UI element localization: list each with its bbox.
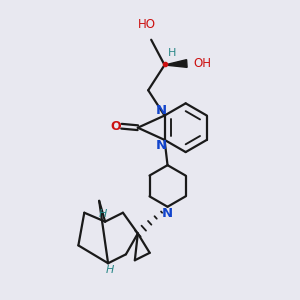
Text: N: N xyxy=(155,139,167,152)
Text: H: H xyxy=(105,265,114,275)
Text: N: N xyxy=(155,104,167,117)
Text: H: H xyxy=(167,49,176,58)
Text: OH: OH xyxy=(194,57,211,70)
Text: N: N xyxy=(162,207,173,220)
Polygon shape xyxy=(165,60,187,68)
Text: HO: HO xyxy=(138,18,156,31)
Text: O: O xyxy=(111,120,122,133)
Text: H: H xyxy=(98,209,107,219)
